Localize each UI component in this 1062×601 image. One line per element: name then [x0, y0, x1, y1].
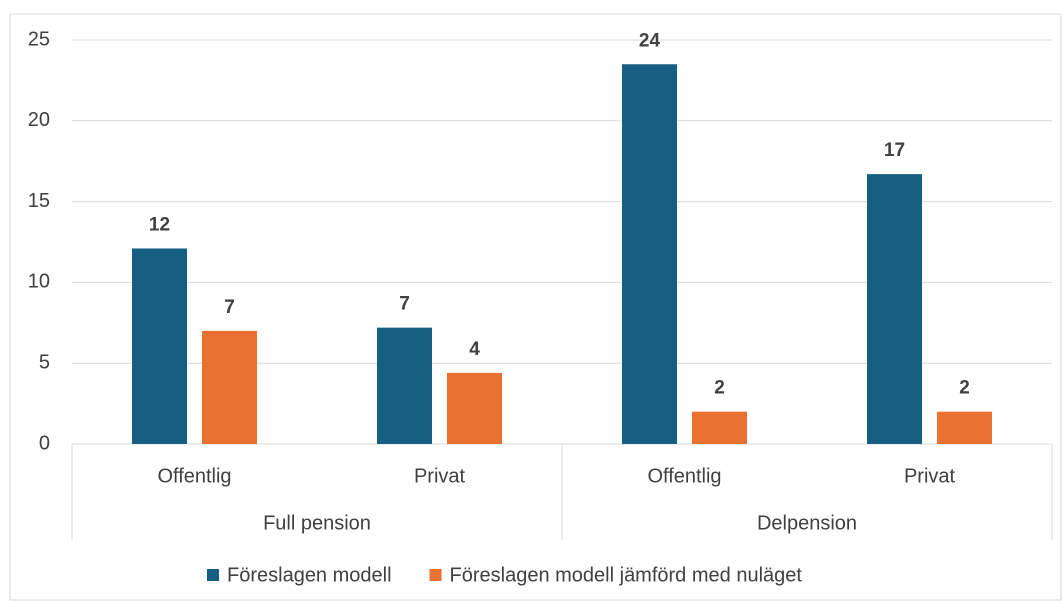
bar — [202, 330, 257, 444]
x-tick-label: Offentlig — [647, 465, 721, 487]
value-label: 12 — [149, 214, 170, 235]
legend-label: Föreslagen modell jämförd med nuläget — [450, 564, 803, 586]
value-label: 7 — [224, 297, 235, 318]
y-tick-label: 0 — [39, 432, 50, 454]
bar — [937, 411, 992, 444]
legend-swatch — [207, 569, 219, 581]
y-tick-label: 10 — [28, 271, 50, 293]
value-label: 2 — [714, 378, 725, 399]
bar — [692, 411, 747, 444]
y-tick-label: 15 — [28, 190, 50, 212]
group-label: Full pension — [263, 512, 371, 534]
chart-border — [9, 13, 1062, 601]
y-tick-label: 20 — [28, 109, 50, 131]
value-label: 17 — [884, 140, 905, 161]
x-tick-label: Privat — [414, 465, 466, 487]
x-tick-label: Privat — [904, 465, 956, 487]
value-label: 2 — [959, 378, 970, 399]
bar — [867, 174, 922, 445]
y-tick-label: 5 — [39, 351, 50, 373]
legend-swatch — [429, 569, 442, 581]
y-tick-label: 25 — [28, 28, 50, 50]
group-label: Delpension — [757, 512, 857, 534]
value-label: 7 — [399, 294, 410, 315]
legend-label: Föreslagen modell — [227, 564, 392, 586]
bar — [377, 327, 432, 444]
bar — [447, 372, 502, 444]
value-label: 4 — [469, 339, 480, 360]
bar — [622, 64, 677, 445]
x-tick-label: Offentlig — [157, 465, 231, 487]
value-label: 24 — [639, 30, 661, 51]
bar — [132, 248, 187, 444]
